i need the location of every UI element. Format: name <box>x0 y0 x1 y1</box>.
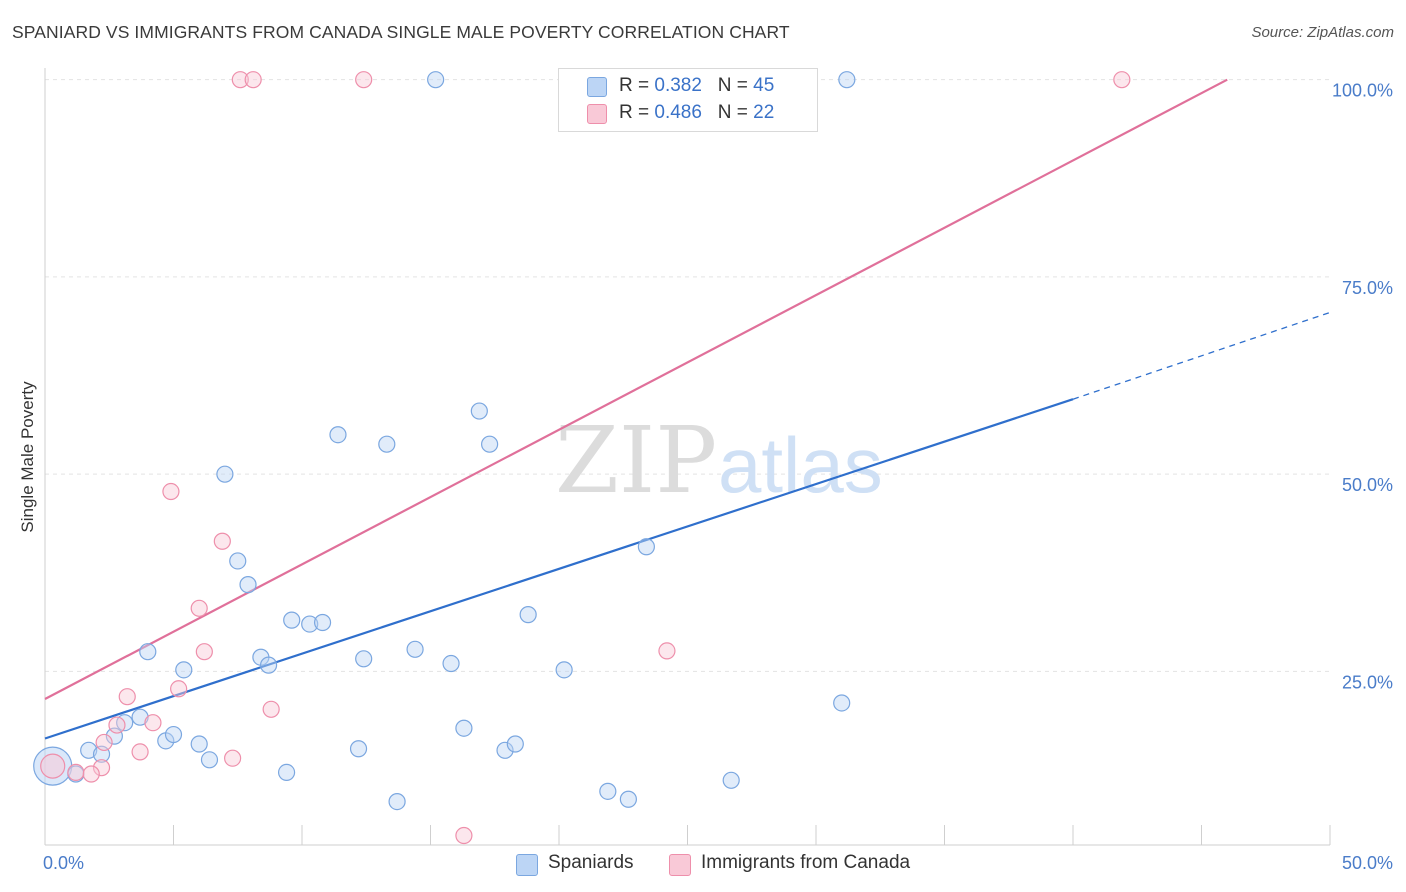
trend-line-extension-0 <box>1072 311 1331 400</box>
point-1-9 <box>162 482 180 501</box>
legend-swatch-canada <box>587 104 607 124</box>
point-0-37 <box>599 782 617 800</box>
point-0-20 <box>301 615 319 633</box>
point-0-38 <box>619 790 637 808</box>
point-0-28 <box>427 71 445 89</box>
chart-source: Source: ZipAtlas.com <box>1251 24 1394 41</box>
bottom-legend-label-spaniards: Spaniards <box>548 852 634 873</box>
r-value: 0.486 <box>654 102 702 123</box>
n-label: N = <box>717 102 754 123</box>
x-tick-labels: 0.0% 50.0% <box>43 853 1393 873</box>
point-0-29 <box>442 654 460 673</box>
point-1-21 <box>1113 71 1131 89</box>
legend-text-canada: R = 0.486 N = 22 <box>619 102 774 124</box>
y-tick-label-0: 100.0% <box>1332 81 1393 101</box>
grid-lines <box>45 79 1330 672</box>
n-label: N = <box>717 75 754 96</box>
bottom-legend-swatch-spaniards <box>516 854 538 876</box>
point-0-40 <box>722 771 740 789</box>
point-1-14 <box>224 749 242 767</box>
n-value: 22 <box>753 102 775 123</box>
point-1-5 <box>108 716 126 734</box>
point-0-32 <box>481 435 499 453</box>
point-1-16 <box>244 71 262 89</box>
point-0-27 <box>406 640 424 658</box>
bottom-legend-swatch-canada <box>669 854 691 876</box>
point-1-15 <box>231 71 249 89</box>
point-0-23 <box>349 740 368 758</box>
point-0-33 <box>496 741 514 759</box>
point-0-35 <box>519 606 537 624</box>
x-tick-label-1: 50.0% <box>1342 853 1393 873</box>
point-1-7 <box>131 743 149 761</box>
y-tick-label-1: 75.0% <box>1342 278 1393 298</box>
point-0-42 <box>838 71 856 89</box>
point-1-0 <box>40 753 66 779</box>
point-1-12 <box>195 643 213 661</box>
point-1-18 <box>355 71 373 89</box>
point-0-6 <box>131 708 149 726</box>
y-axis-label: Single Male Poverty <box>18 381 37 533</box>
x-tick-label-0: 0.0% <box>43 853 84 873</box>
point-1-6 <box>118 688 136 706</box>
point-1-4 <box>95 733 113 752</box>
point-0-19 <box>283 611 301 629</box>
point-0-10 <box>175 661 193 679</box>
point-0-17 <box>259 656 278 674</box>
watermark-zip: ZIP <box>555 407 717 514</box>
data-points <box>33 71 1131 845</box>
y-tick-labels: 100.0% 75.0% 50.0% 25.0% <box>1332 81 1393 693</box>
axes <box>44 68 1331 846</box>
point-1-3 <box>82 765 100 783</box>
point-1-20 <box>658 642 676 660</box>
point-0-26 <box>388 793 406 811</box>
point-0-14 <box>229 552 247 570</box>
point-0-15 <box>239 576 257 594</box>
chart-title: SPANIARD VS IMMIGRANTS FROM CANADA SINGL… <box>12 22 790 42</box>
point-0-21 <box>313 613 332 632</box>
watermark-atlas: atlas <box>718 421 883 509</box>
trend-line-0 <box>44 398 1074 740</box>
point-1-1 <box>67 763 85 782</box>
point-1-11 <box>190 599 208 617</box>
trend-line-1 <box>44 78 1228 701</box>
point-1-10 <box>170 680 188 698</box>
point-1-2 <box>92 759 111 777</box>
legend-text-spaniards: R = 0.382 N = 45 <box>619 75 774 97</box>
point-1-19 <box>455 826 473 845</box>
point-0-11 <box>190 735 208 753</box>
point-0-13 <box>216 465 234 483</box>
point-0-24 <box>355 650 373 668</box>
point-0-7 <box>139 643 157 661</box>
point-0-39 <box>637 538 655 556</box>
correlation-legend: R = 0.382 N = 45 R = 0.486 N = 22 <box>558 68 818 132</box>
point-0-9 <box>164 725 183 744</box>
trend-lines <box>44 78 1331 740</box>
point-0-34 <box>506 735 524 753</box>
r-value: 0.382 <box>654 75 702 96</box>
point-0-36 <box>555 661 573 679</box>
point-0-12 <box>200 751 219 769</box>
point-0-30 <box>455 719 473 737</box>
point-0-41 <box>833 694 851 712</box>
watermark: ZIP atlas <box>555 407 883 514</box>
r-label: R = <box>619 102 655 123</box>
point-0-25 <box>378 435 396 453</box>
point-1-8 <box>144 714 162 732</box>
r-label: R = <box>619 75 655 96</box>
point-1-13 <box>213 532 231 550</box>
bottom-legend-label-canada: Immigrants from Canada <box>701 852 911 873</box>
point-0-22 <box>329 426 347 444</box>
point-0-2 <box>80 741 98 759</box>
point-1-17 <box>262 700 280 718</box>
legend-swatch-spaniards <box>587 77 607 97</box>
n-value: 45 <box>753 75 775 96</box>
y-tick-label-2: 50.0% <box>1342 475 1393 495</box>
y-tick-label-3: 25.0% <box>1342 672 1393 692</box>
point-0-18 <box>277 763 296 782</box>
point-0-4 <box>105 727 123 745</box>
point-0-31 <box>470 402 488 420</box>
